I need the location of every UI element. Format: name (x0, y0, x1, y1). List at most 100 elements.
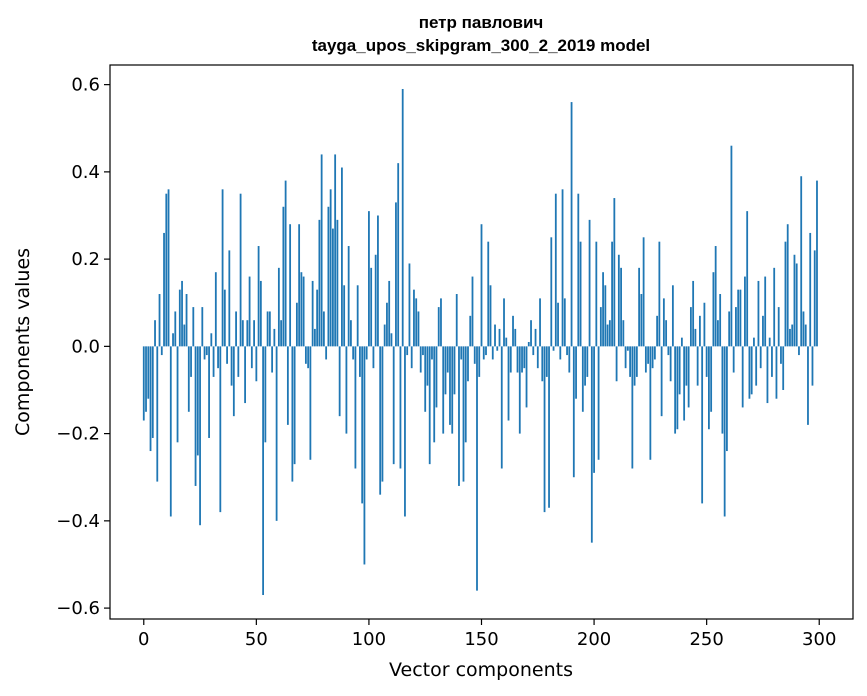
bar-15 (176, 346, 179, 443)
bar-185 (559, 346, 562, 360)
bar-117 (406, 346, 409, 356)
bar-196 (584, 346, 586, 386)
bar-202 (597, 346, 600, 460)
bar-280 (773, 267, 776, 347)
bar-98 (363, 346, 366, 565)
bar-69 (298, 224, 301, 347)
bar-35 (221, 189, 224, 347)
bar-290 (795, 263, 798, 347)
bar-41 (235, 311, 237, 347)
bar-24 (196, 346, 199, 456)
bar-298 (813, 250, 816, 347)
bar-283 (780, 346, 782, 364)
bar-90 (345, 346, 348, 434)
bar-72 (304, 346, 307, 364)
bar-18 (183, 324, 186, 347)
bar-125 (424, 346, 427, 412)
bar-38 (228, 250, 231, 347)
bar-8 (160, 346, 163, 356)
bar-250 (705, 346, 708, 377)
bar-274 (759, 346, 762, 369)
x-tick-label-200: 200 (577, 629, 611, 650)
bar-20 (187, 346, 190, 412)
bar-243 (689, 307, 692, 347)
bar-197 (586, 346, 589, 377)
bar-80 (322, 311, 325, 347)
bar-1 (145, 346, 147, 412)
bar-155 (491, 346, 494, 360)
bar-137 (451, 346, 454, 434)
bar-215 (626, 346, 629, 351)
y-ticks-group: −0.6 −0.4 −0.2 0.0 0.2 0.4 0.6 (56, 75, 110, 619)
chart-title-line-2: tayga_upos_skipgram_300_2_2019 model (312, 36, 650, 55)
bar-176 (539, 298, 541, 347)
bar-101 (370, 267, 373, 347)
bar-184 (557, 302, 559, 347)
bar-157 (496, 346, 499, 351)
bar-156 (494, 324, 496, 347)
bar-139 (455, 294, 458, 347)
bar-292 (800, 176, 803, 347)
bar-299 (816, 180, 818, 347)
bar-219 (635, 346, 638, 377)
bar-159 (500, 346, 503, 469)
bar-289 (793, 254, 796, 347)
bar-165 (514, 328, 517, 347)
bar-191 (572, 346, 575, 478)
bar-222 (642, 237, 645, 347)
bar-238 (678, 346, 681, 395)
bar-234 (669, 346, 672, 382)
bar-225 (649, 346, 652, 460)
y-tick-label-5: 0.4 (71, 162, 100, 183)
bar-163 (509, 346, 512, 373)
bar-64 (286, 346, 289, 425)
bar-39 (230, 346, 233, 386)
bar-30 (210, 333, 213, 347)
bar-249 (703, 302, 706, 347)
bar-205 (604, 285, 607, 347)
bar-182 (552, 346, 555, 351)
bar-288 (791, 324, 794, 347)
bar-55 (266, 311, 269, 347)
bar-119 (410, 346, 413, 369)
y-axis-label: Components values (12, 248, 34, 436)
y-tick-label-3: 0.0 (71, 336, 100, 357)
bar-130 (435, 346, 438, 408)
bar-153 (487, 241, 490, 347)
bar-32 (214, 272, 217, 347)
bar-93 (352, 346, 355, 360)
bar-28 (205, 346, 208, 356)
bar-266 (741, 346, 744, 408)
bar-179 (545, 346, 548, 377)
bar-247 (699, 315, 701, 347)
bar-240 (683, 346, 686, 421)
bar-216 (629, 346, 631, 377)
bar-115 (401, 88, 404, 347)
bar-272 (755, 346, 758, 386)
bar-128 (431, 346, 433, 360)
bar-206 (606, 324, 609, 347)
bar-143 (464, 346, 467, 443)
bar-188 (566, 346, 568, 356)
bar-133 (442, 346, 445, 434)
bar-260 (728, 311, 731, 347)
bar-285 (784, 241, 787, 347)
bar-113 (397, 163, 400, 347)
bar-127 (428, 346, 431, 465)
bar-166 (516, 346, 519, 373)
bar-109 (388, 280, 391, 347)
bar-296 (809, 232, 812, 347)
bar-96 (359, 346, 361, 377)
bar-214 (624, 346, 627, 369)
bar-59 (275, 346, 278, 521)
bar-262 (732, 346, 735, 373)
bar-227 (653, 346, 656, 360)
y-tick-label-6: 0.6 (71, 75, 100, 96)
bar-291 (798, 346, 800, 356)
bar-26 (201, 307, 204, 347)
bar-29 (208, 346, 210, 438)
bar-100 (368, 211, 370, 347)
bar-297 (811, 346, 814, 386)
bar-19 (185, 294, 188, 347)
bar-162 (507, 346, 510, 421)
